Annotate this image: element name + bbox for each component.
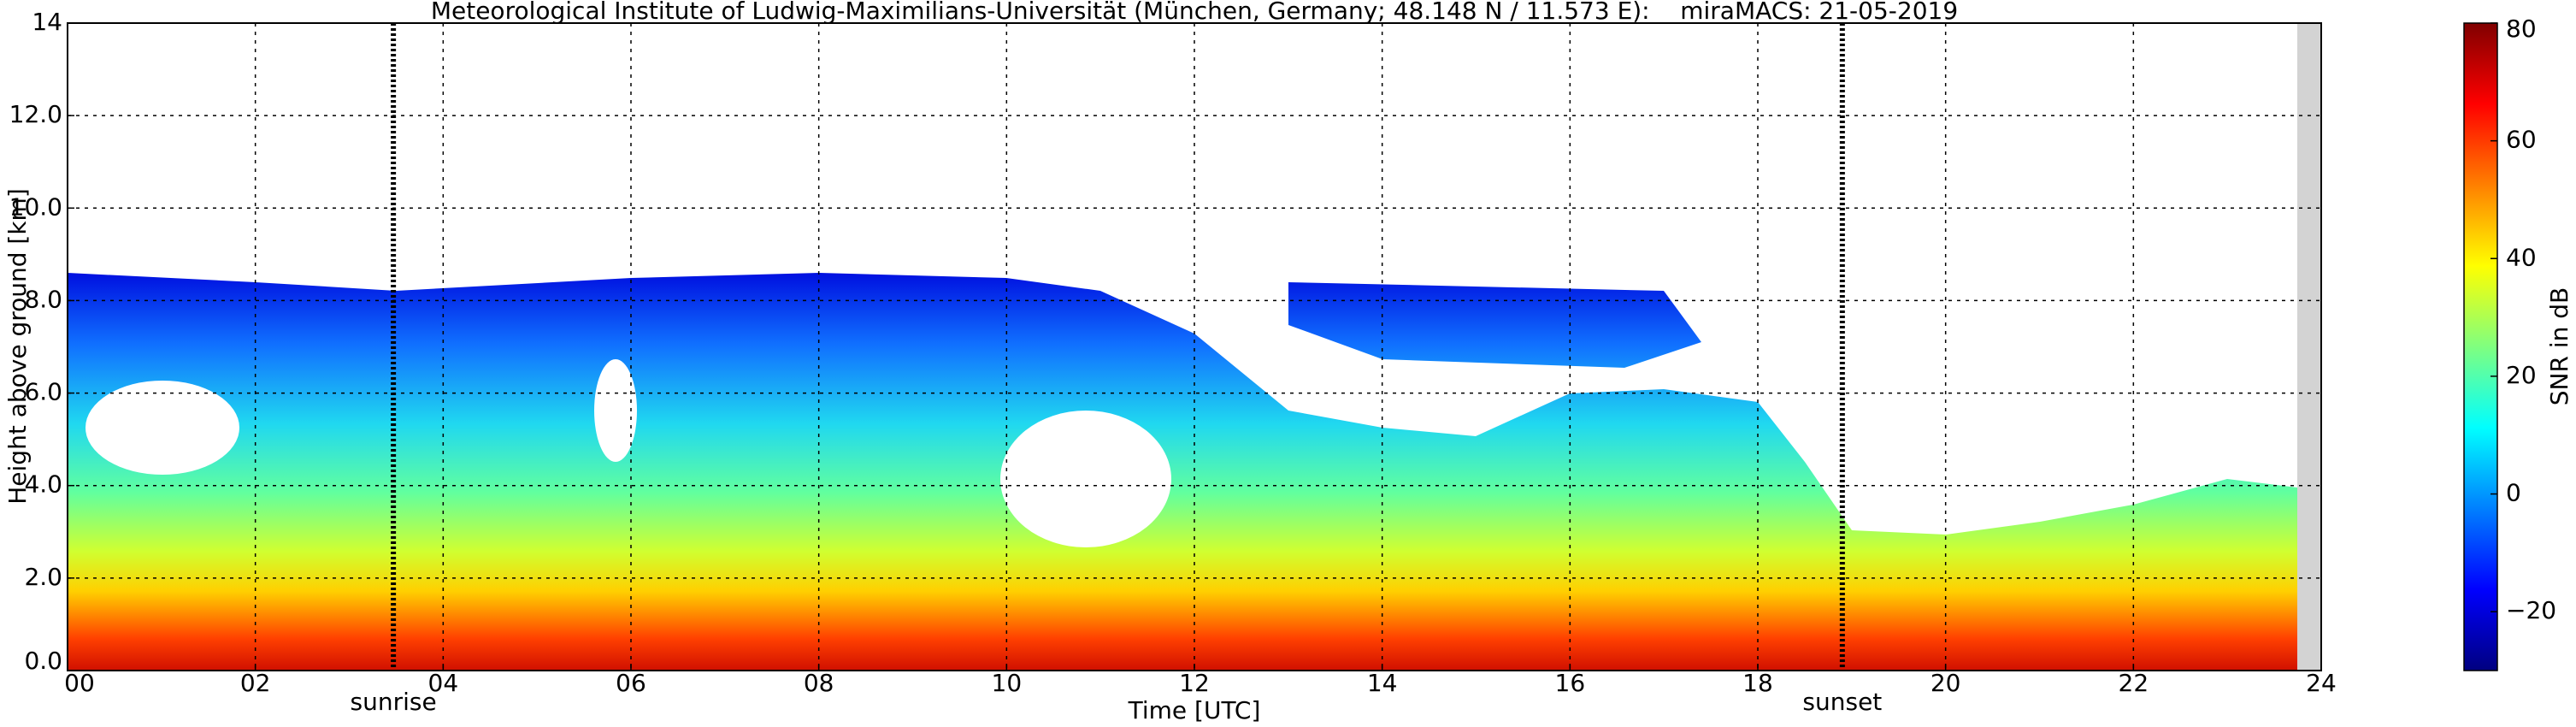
x-tick-label: 10 bbox=[992, 669, 1023, 697]
annotation-label: sunset bbox=[1802, 688, 1882, 716]
x-tick-label: 24 bbox=[2306, 669, 2337, 697]
x-tick-label: 06 bbox=[616, 669, 646, 697]
colorbar-tick-label: −20 bbox=[2506, 596, 2556, 624]
x-tick-label: 04 bbox=[428, 669, 459, 697]
colorbar-label: SNR in dB bbox=[2545, 287, 2573, 405]
y-tick-label: 4.0 bbox=[24, 470, 62, 499]
colorbar-tick-label: 20 bbox=[2506, 361, 2537, 389]
colorbar-tick-label: 0 bbox=[2506, 479, 2521, 507]
y-axis-label: Height above ground [km] bbox=[3, 188, 32, 505]
chart-title: Meteorological Institute of Ludwig-Maxim… bbox=[431, 0, 1958, 25]
x-tick-label: 16 bbox=[1555, 669, 1586, 697]
colorbar-tick-label: 80 bbox=[2506, 15, 2537, 43]
x-tick-label: 08 bbox=[804, 669, 834, 697]
y-tick-label: 10.0 bbox=[9, 192, 62, 221]
y-tick-label: 0.0 bbox=[24, 647, 62, 675]
y-tick-label: 12.0 bbox=[9, 100, 62, 128]
y-tick-label: 2.0 bbox=[24, 563, 62, 591]
x-axis-label: Time [UTC] bbox=[1128, 696, 1261, 724]
colorbar bbox=[2463, 22, 2498, 671]
colorbar-tick-label: 40 bbox=[2506, 243, 2537, 271]
annotation-label: sunrise bbox=[351, 688, 437, 716]
colorbar-tick-label: 60 bbox=[2506, 126, 2537, 154]
x-tick-label: 00 bbox=[64, 669, 95, 697]
x-tick-label: 12 bbox=[1179, 669, 1210, 697]
y-tick-label: 6.0 bbox=[24, 378, 62, 406]
x-tick-label: 14 bbox=[1367, 669, 1398, 697]
x-tick-label: 02 bbox=[240, 669, 271, 697]
x-tick-label: 18 bbox=[1742, 669, 1773, 697]
radar-field bbox=[68, 23, 2321, 671]
x-tick-label: 22 bbox=[2119, 669, 2149, 697]
x-tick-label: 20 bbox=[1931, 669, 1961, 697]
y-tick-label: 14 bbox=[32, 8, 62, 36]
y-tick-label: 8.0 bbox=[24, 285, 62, 313]
